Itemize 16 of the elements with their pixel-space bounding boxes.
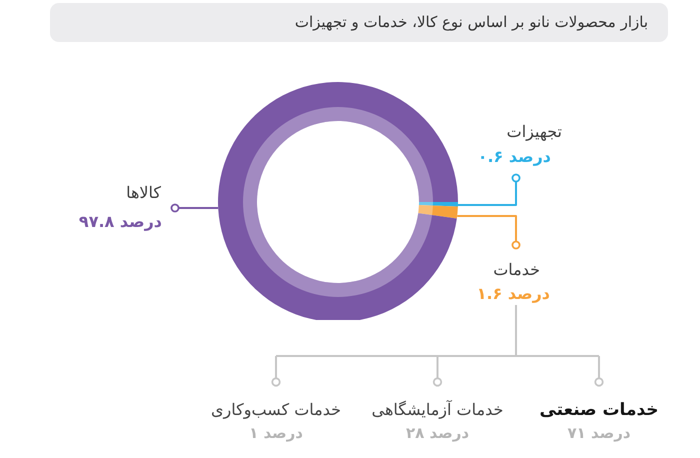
donut-slice: [218, 82, 458, 320]
data-label: ۲۸ درصد: [406, 424, 470, 442]
slice-label: کالاها: [126, 183, 162, 202]
donut-slice: [418, 205, 458, 219]
legend-label: خدمات: [493, 260, 540, 279]
donut-slice: [418, 202, 458, 207]
data-label: ۱.۶ درصد: [476, 284, 550, 303]
data-label: ۹۷.۸ درصد: [78, 212, 162, 231]
category-label: خدمات صنعتی: [539, 400, 659, 420]
category-label: خدمات کسب‌وکاری: [211, 400, 341, 419]
data-label: ۰.۶ درصد: [478, 147, 551, 166]
chart-title: بازار محصولات نانو بر اساس نوع کالا، خدمات و تجهیزات: [294, 13, 648, 31]
data-label: ۱ درصد: [249, 424, 304, 442]
slice-label: تجهیزات: [506, 122, 562, 141]
category-label: خدمات آزمایشگاهی: [372, 399, 504, 419]
data-label: ۷۱ درصد: [567, 424, 631, 442]
